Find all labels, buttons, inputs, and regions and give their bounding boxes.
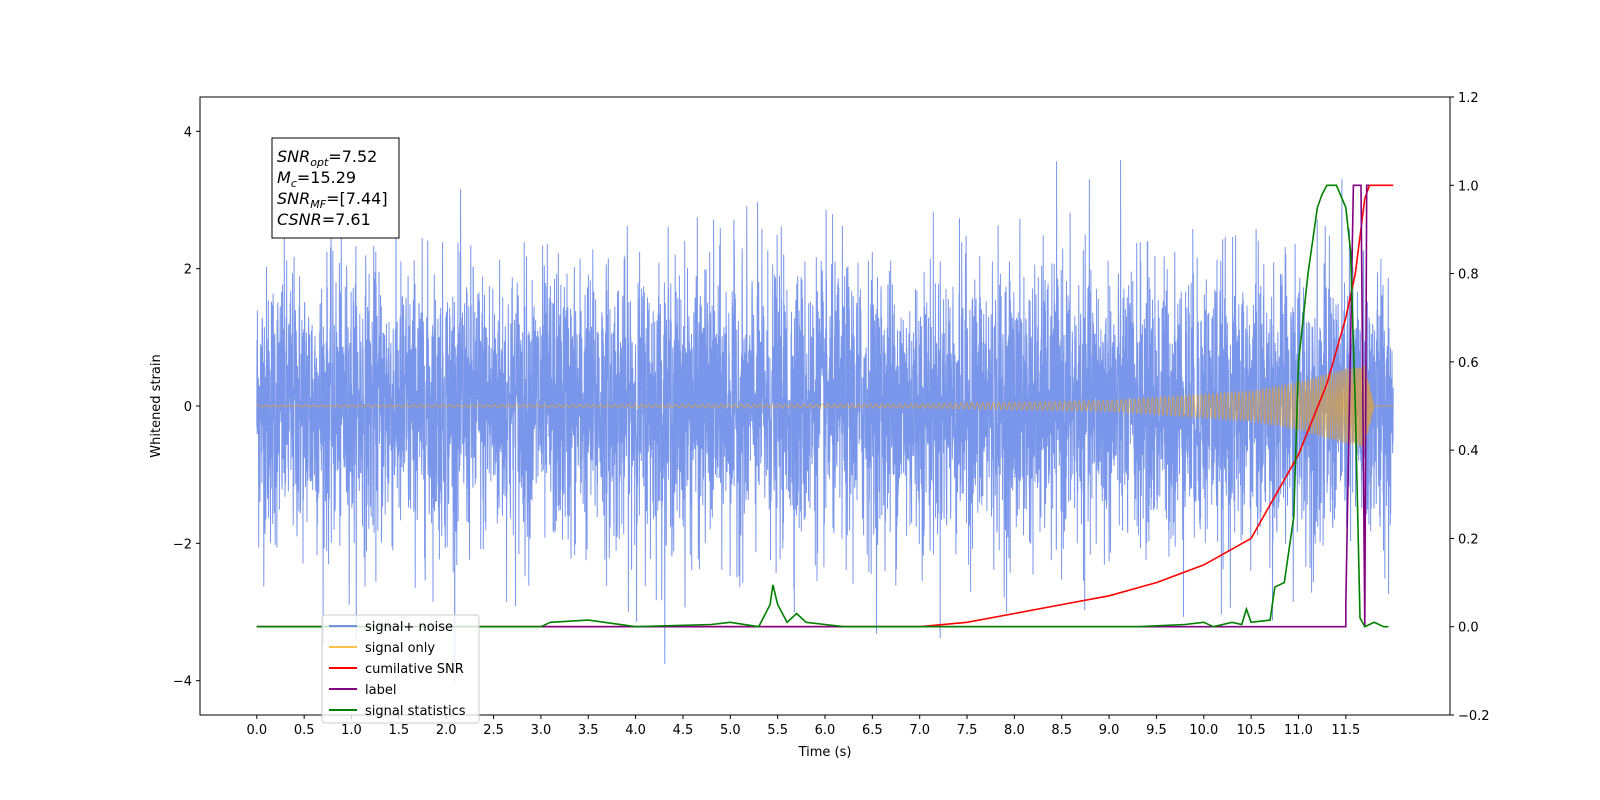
x-tick-label: 8.5 <box>1051 723 1072 738</box>
y-right-tick-label: 0.8 <box>1458 268 1479 283</box>
y-right-tick-label: 0.6 <box>1458 356 1479 371</box>
series-signal-noise-line <box>256 159 1394 683</box>
x-axis: 0.0 0.5 1.0 1.5 2.0 2.5 3.0 3.5 4.0 4.5 5.0 5.5 6.0 6… <box>246 715 1360 738</box>
x-tick-label: 6.5 <box>862 723 883 738</box>
legend-label: signal statistics <box>365 704 466 719</box>
x-tick-label: 5.5 <box>767 723 788 738</box>
plot-area <box>256 159 1394 683</box>
legend-item: signal only <box>329 641 435 656</box>
legend-label: label <box>365 683 396 698</box>
x-tick-label: 3.0 <box>531 723 552 738</box>
series-label-line <box>256 184 1370 628</box>
y-right-tick-label: 0.0 <box>1458 621 1479 636</box>
y-right-tick-label: 0.4 <box>1458 444 1479 459</box>
series-signal-only-line <box>256 364 1394 447</box>
x-tick-label: 7.0 <box>909 723 930 738</box>
y-right-tick-label: 1.2 <box>1458 91 1479 106</box>
legend-item: signal+ noise <box>329 620 453 635</box>
y-tick-label: 0 <box>184 400 192 415</box>
legend-label: signal only <box>365 641 435 656</box>
x-tick-label: 10.0 <box>1189 723 1218 738</box>
y-tick-label: −2 <box>173 537 192 552</box>
snr-annotation-line: CSNR=7.61 <box>277 210 371 229</box>
x-tick-label: 9.0 <box>1099 723 1120 738</box>
y-axis-right: −0.2 0.0 0.2 0.4 0.6 0.8 1.0 1.2 <box>1450 91 1490 724</box>
x-tick-label: 4.5 <box>673 723 694 738</box>
x-tick-label: 8.0 <box>1004 723 1025 738</box>
y-right-tick-label: 1.0 <box>1458 179 1479 194</box>
x-tick-label: 9.5 <box>1146 723 1167 738</box>
x-tick-label: 6.0 <box>815 723 836 738</box>
snr-annotation-line: SNRMF=[7.44] <box>277 189 388 211</box>
x-tick-label: 3.5 <box>578 723 599 738</box>
y-tick-label: −4 <box>173 675 192 690</box>
x-tick-label: 1.0 <box>341 723 362 738</box>
x-tick-label: 2.0 <box>436 723 457 738</box>
legend-item: cumilative SNR <box>329 662 464 677</box>
x-tick-label: 0.0 <box>246 723 267 738</box>
series-cumilative-snr-line <box>256 184 1394 628</box>
legend: signal+ noise signal only cumilative SNR la… <box>321 614 480 724</box>
x-axis-label: Time (s) <box>798 745 852 760</box>
x-tick-label: 11.0 <box>1284 723 1313 738</box>
y-tick-label: 2 <box>184 263 192 278</box>
legend-item: label <box>329 683 396 698</box>
series-signal-statistics-line <box>256 184 1389 628</box>
y-axis-left: −4 −2 0 2 4 <box>173 125 200 690</box>
legend-label: signal+ noise <box>365 620 453 635</box>
snr-annotation-line: SNRopt=7.52 <box>277 147 377 169</box>
x-tick-label: 7.5 <box>957 723 978 738</box>
x-tick-label: 5.0 <box>720 723 741 738</box>
x-tick-label: 4.0 <box>625 723 646 738</box>
legend-item: signal statistics <box>329 704 466 719</box>
y-right-tick-label: 0.2 <box>1458 532 1479 547</box>
snr-annotation-line: Mc=15.29 <box>277 168 356 190</box>
y-axis-label: Whitened strain <box>149 354 164 457</box>
x-tick-label: 2.5 <box>483 723 504 738</box>
legend-label: cumilative SNR <box>365 662 464 677</box>
x-tick-label: 0.5 <box>294 723 315 738</box>
x-tick-label: 1.5 <box>389 723 410 738</box>
x-tick-label: 11.5 <box>1331 723 1360 738</box>
y-tick-label: 4 <box>184 125 192 140</box>
x-tick-label: 10.5 <box>1237 723 1266 738</box>
y-right-tick-label: −0.2 <box>1458 709 1490 724</box>
